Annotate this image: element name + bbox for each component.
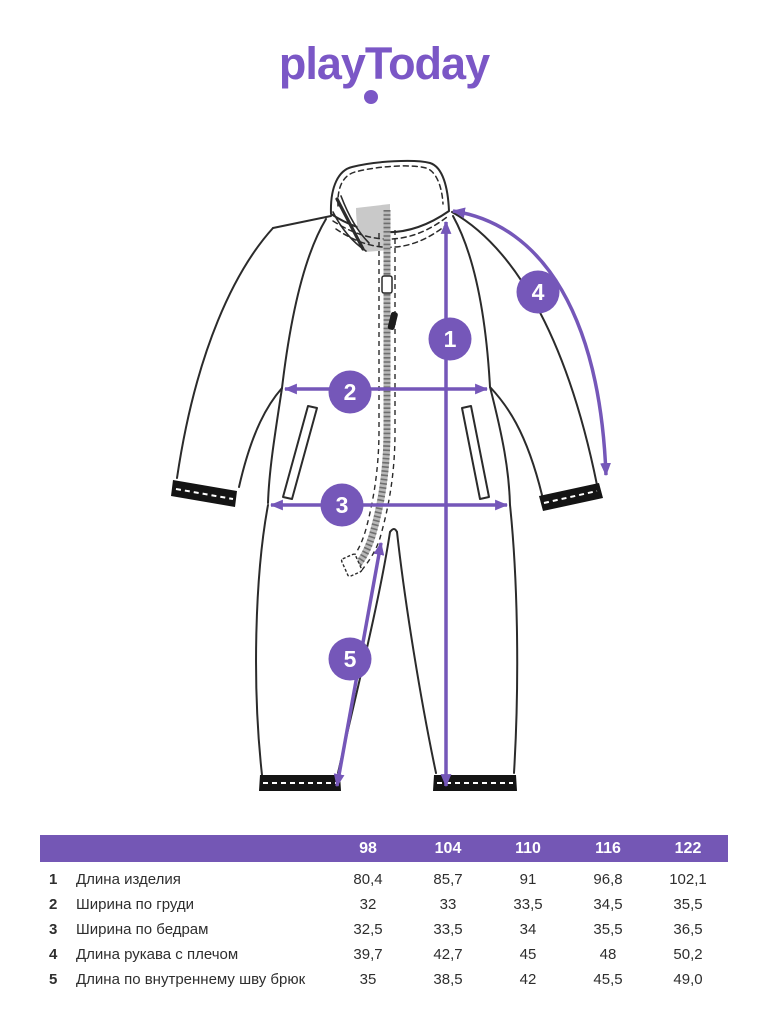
cell-value: 34,5 — [593, 896, 623, 913]
cell-value: 85,7 — [433, 871, 463, 888]
size-column-116: 116 — [595, 839, 621, 857]
cell-value: 35 — [359, 971, 377, 988]
collar-flap-line-2 — [340, 195, 370, 244]
cell-value: 50,2 — [673, 946, 703, 963]
zipper-pull-tab — [387, 311, 398, 330]
size-column-104: 104 — [434, 839, 462, 857]
marker-4-number: 4 — [532, 279, 545, 305]
cell-value: 48 — [599, 946, 617, 963]
zipper-stitch-left — [349, 233, 380, 562]
size-table: 98 104 110 116 122 1 Длина изделия 80,4 … — [40, 835, 728, 992]
crotch-line — [389, 528, 398, 533]
left-sleeve-cuff-stitch — [175, 488, 234, 500]
left-sleeve-outer-line — [176, 227, 274, 479]
marker-2-number: 2 — [344, 379, 357, 405]
cell-value: 33,5 — [513, 896, 543, 913]
size-table-header: 98 104 110 116 122 — [40, 835, 728, 862]
brand-logo: playToday — [0, 38, 768, 104]
cell-value: 80,4 — [353, 871, 383, 888]
row-label: Длина изделия — [76, 871, 181, 888]
row-label: Длина по внутреннему шву брюк — [76, 971, 306, 988]
marker-badge-4: 4 — [516, 270, 560, 314]
marker-badge-5: 5 — [328, 637, 372, 681]
marker-badge-3: 3 — [320, 483, 364, 527]
size-column-98: 98 — [359, 839, 377, 857]
row-label: Ширина по груди — [76, 896, 195, 913]
zipper-slider — [381, 275, 393, 294]
size-column-122: 122 — [674, 839, 702, 857]
row-label: Ширина по бедрам — [76, 921, 209, 938]
cell-value: 91 — [519, 871, 537, 888]
right-sleeve-cuff-stitch — [543, 490, 598, 504]
cell-value: 34 — [519, 921, 537, 938]
cell-value: 33,5 — [433, 921, 463, 938]
left-sleeve-inner-line — [238, 387, 283, 488]
cell-value: 49,0 — [673, 971, 703, 988]
cell-value: 45 — [519, 946, 537, 963]
cell-value: 39,7 — [353, 946, 383, 963]
brand-logo-text: playToday — [278, 38, 490, 89]
cell-value: 33 — [439, 896, 457, 913]
marker-1-number: 1 — [444, 326, 457, 352]
marker-badge-1: 1 — [428, 317, 472, 361]
cell-value: 96,8 — [593, 871, 623, 888]
cell-value: 32,5 — [353, 921, 383, 938]
left-shoulder-line — [272, 215, 332, 229]
left-pocket — [282, 405, 318, 500]
cell-value: 102,1 — [669, 871, 707, 888]
right-sleeve-inner-line — [489, 386, 543, 496]
cell-value: 42,7 — [433, 946, 463, 963]
row-label: Длина рукава с плечом — [76, 946, 239, 963]
cell-value: 32 — [359, 896, 377, 913]
cell-value: 35,5 — [673, 896, 703, 913]
brand-logo-dot-icon — [364, 90, 378, 104]
right-pocket — [461, 405, 490, 500]
table-row-sleeve-length: 4 Длина рукава с плечом 39,7 42,7 45 48 … — [40, 942, 728, 967]
arrow-4-sleeve-length — [451, 207, 611, 477]
collar-flap-fold — [335, 197, 365, 251]
cell-value: 42 — [519, 971, 537, 988]
torso-right-upper-line — [452, 215, 491, 388]
zipper-teeth — [354, 210, 391, 569]
left-leg-outer-line — [255, 504, 269, 776]
collar-base-stitch-2 — [335, 225, 446, 248]
garment-measurement-diagram: 1 2 3 4 5 — [171, 159, 611, 791]
right-leg-inner-line — [396, 531, 437, 774]
table-row-length: 1 Длина изделия 80,4 85,7 91 96,8 102,1 — [40, 867, 728, 892]
cell-value: 45,5 — [593, 971, 623, 988]
torso-right-lower-line — [489, 386, 511, 506]
marker-5-number: 5 — [344, 646, 357, 672]
marker-3-number: 3 — [336, 492, 349, 518]
size-column-110: 110 — [515, 839, 541, 857]
collar-inner-lining — [356, 204, 390, 252]
table-row-inseam-length: 5 Длина по внутреннему шву брюк 35 38,5 … — [40, 967, 728, 992]
row-number: 3 — [49, 921, 58, 938]
measurement-marker-badges: 1 2 3 4 5 — [320, 270, 560, 681]
size-table-body: 1 Длина изделия 80,4 85,7 91 96,8 102,1 … — [40, 862, 728, 992]
torso-left-lower-line — [267, 387, 283, 504]
collar-top-stitching — [337, 165, 444, 207]
collar-base-stitch-1 — [332, 216, 448, 240]
table-row-hip-width: 3 Ширина по бедрам 32,5 33,5 34 35,5 36,… — [40, 917, 728, 942]
cell-value: 38,5 — [433, 971, 463, 988]
rib-cuffs — [171, 480, 603, 791]
marker-badge-2: 2 — [328, 370, 372, 414]
row-number: 1 — [49, 871, 58, 888]
torso-left-upper-line — [281, 218, 327, 389]
row-number: 4 — [49, 946, 58, 963]
right-leg-outer-line — [509, 504, 519, 774]
cell-value: 36,5 — [673, 921, 703, 938]
cell-value: 35,5 — [593, 921, 623, 938]
table-row-chest-width: 2 Ширина по груди 32 33 33,5 34,5 35,5 — [40, 892, 728, 917]
row-number: 5 — [49, 971, 58, 988]
row-number: 2 — [49, 896, 58, 913]
